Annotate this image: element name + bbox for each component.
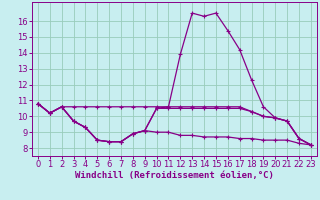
X-axis label: Windchill (Refroidissement éolien,°C): Windchill (Refroidissement éolien,°C) [75,171,274,180]
